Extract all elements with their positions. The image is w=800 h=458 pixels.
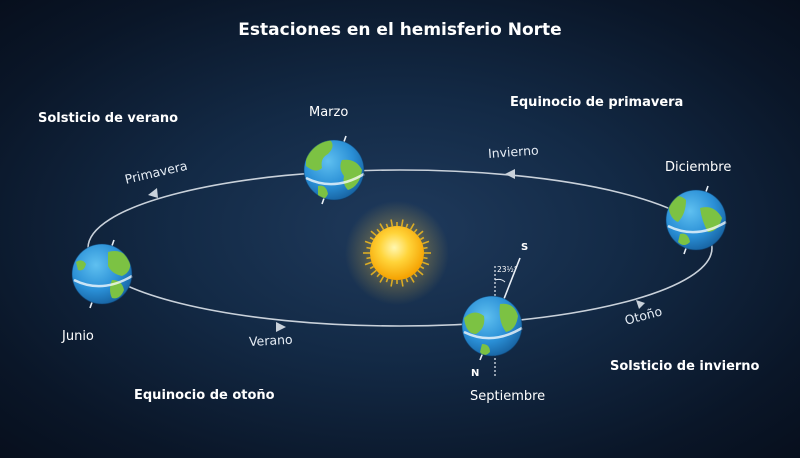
sun-ray xyxy=(376,273,381,278)
orbit-arrow-top-right xyxy=(505,169,515,179)
sun-ray xyxy=(409,223,415,231)
sun-ray xyxy=(400,279,404,287)
sun-rays xyxy=(363,219,431,287)
label-verano: Verano xyxy=(248,331,293,349)
label-june: Junio xyxy=(62,329,94,344)
sun-ray xyxy=(405,223,409,228)
sun-ray xyxy=(405,278,409,283)
sun-ray xyxy=(417,269,424,276)
label-spring-equinox: Equinocio de primavera xyxy=(510,95,684,110)
earth-december xyxy=(665,185,727,255)
sun-ray xyxy=(364,240,372,245)
sun xyxy=(370,226,424,280)
sun-ray xyxy=(385,278,389,283)
sun-ray xyxy=(376,228,381,233)
orbit-arrow-bottom-right xyxy=(636,300,645,309)
sun-ray xyxy=(379,223,385,231)
sun-ray xyxy=(422,261,430,266)
sun-ray xyxy=(390,219,394,227)
label-autumn-equinox: Equinocio de otoño xyxy=(134,388,275,403)
sun-ray xyxy=(409,275,415,283)
sun-ray xyxy=(422,240,430,245)
sun-ray xyxy=(413,273,418,278)
label-summer-solstice: Solsticio de verano xyxy=(38,111,179,126)
orbit-arrow-top-left xyxy=(148,188,158,198)
sun-ray xyxy=(385,223,389,228)
label-september: Septiembre xyxy=(470,389,546,404)
sun-ray xyxy=(413,228,418,233)
sun-ray xyxy=(370,269,377,276)
sun-ray xyxy=(366,246,371,250)
sun-ray xyxy=(423,256,428,260)
axis-tilt-label: 23½° xyxy=(497,265,518,274)
sun-ray xyxy=(369,236,375,241)
diagram-title: Estaciones en el hemisferio Norte xyxy=(238,20,562,40)
label-winter-solstice: Solsticio de invierno xyxy=(610,359,760,374)
earth-june xyxy=(71,239,133,309)
sun-ray xyxy=(419,236,425,241)
earth-march xyxy=(303,135,365,205)
sun-ray xyxy=(423,246,428,250)
sun-ray xyxy=(369,265,375,270)
sun-ray xyxy=(366,256,371,260)
sun-ray xyxy=(379,275,385,283)
sun-ray xyxy=(400,219,404,227)
label-december: Diciembre xyxy=(665,160,732,175)
sun-ray xyxy=(390,279,394,287)
sun-ray xyxy=(370,230,377,237)
sun-ray xyxy=(364,261,372,266)
orbit-arrow-bottom-left xyxy=(276,322,286,332)
axis-label-south: S xyxy=(521,242,529,253)
earth-september xyxy=(461,257,523,378)
sun-ray xyxy=(417,230,424,237)
axis-label-north: N xyxy=(471,368,480,379)
label-march: Marzo xyxy=(309,105,349,120)
tilt-angle-arc xyxy=(494,278,506,283)
sun-ray xyxy=(419,265,425,270)
